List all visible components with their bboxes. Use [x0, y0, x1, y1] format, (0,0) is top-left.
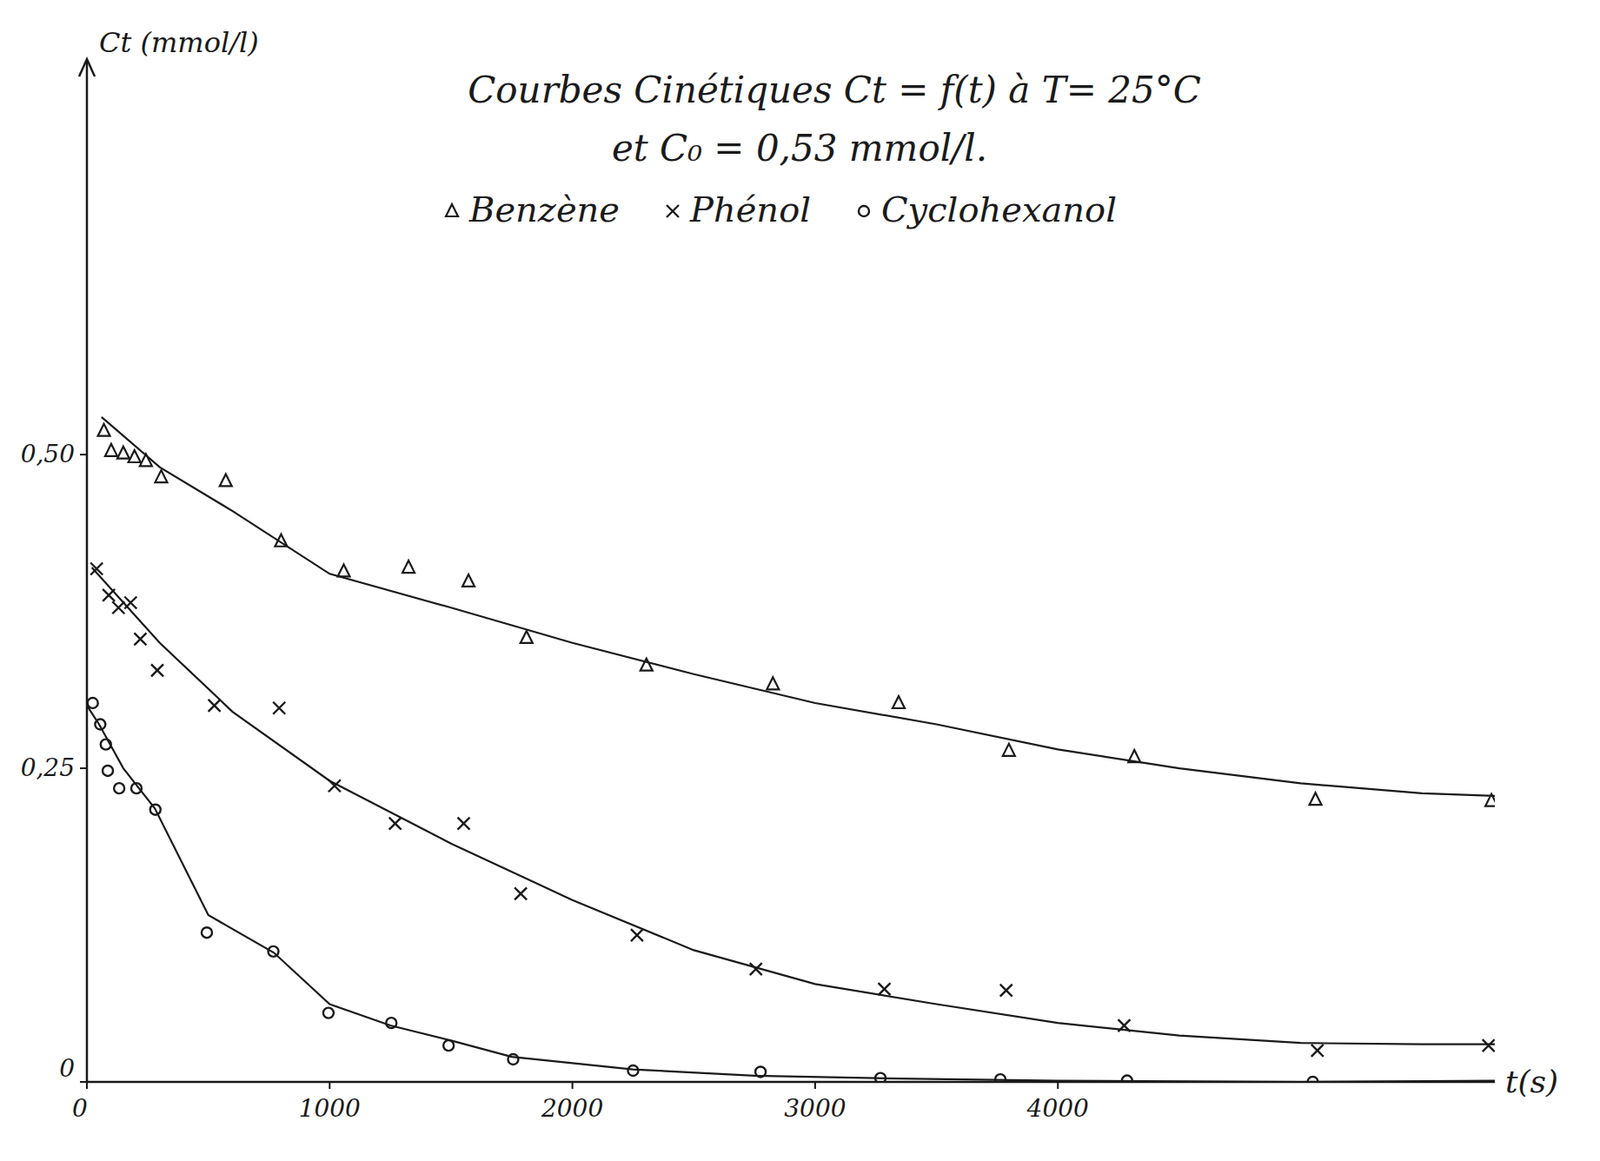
data-point [1117, 1019, 1130, 1032]
data-point [151, 663, 164, 677]
data-point [1121, 1075, 1133, 1083]
data-point [113, 783, 125, 794]
data-point [338, 564, 351, 577]
data-point [389, 817, 402, 830]
data-point [1309, 792, 1322, 805]
x-tick-label: 1000 [298, 1094, 361, 1123]
data-point [520, 630, 533, 644]
data-point [1311, 1044, 1324, 1057]
data-point [154, 470, 167, 483]
data-point [1000, 984, 1013, 997]
title: Courbes Cinétiques Ct = f(t) à T= 25°C [467, 68, 1202, 112]
data-point [766, 677, 779, 690]
legend-label: Cyclohexanol [881, 189, 1117, 230]
data-point [102, 765, 113, 777]
data-point [100, 739, 112, 751]
data-point [131, 783, 142, 794]
x-tick-label: 2000 [540, 1094, 604, 1123]
data-point [94, 719, 106, 731]
data-point [462, 574, 475, 587]
data-point [124, 596, 137, 609]
y-axis-title: Ct (mmol/l) [99, 26, 259, 60]
x-tick-label: 4000 [1026, 1094, 1089, 1123]
x-tick [814, 1082, 817, 1089]
plot-area [86, 417, 1495, 1083]
data-point [150, 804, 161, 816]
y-tick [79, 1081, 87, 1083]
x-tick-label: 0 [72, 1094, 88, 1123]
data-point [1485, 794, 1495, 807]
y-tick-label: 0,25 [20, 753, 75, 783]
data-point [219, 473, 233, 486]
data-point [98, 424, 111, 437]
x-tick [571, 1082, 574, 1089]
data-point [640, 658, 653, 671]
data-point [402, 560, 415, 573]
legend-marker [445, 204, 459, 217]
data-point [90, 563, 103, 576]
x-tick-label: 3000 [783, 1094, 846, 1123]
data-point [892, 696, 905, 709]
legend-label: Benzène [468, 189, 620, 230]
fit-curve [101, 417, 1495, 797]
fit-curve [92, 567, 1495, 1045]
data-point [1307, 1076, 1319, 1083]
y-tick [79, 453, 87, 456]
data-point [117, 446, 130, 459]
data-point [323, 1008, 334, 1019]
y-tick-label: 0,50 [20, 439, 75, 469]
subtitle: et C₀ = 0,53 mmol/l. [611, 126, 988, 170]
legend: Benzène Phénol Cyclohexanol [445, 189, 1117, 230]
data-point [1002, 743, 1016, 757]
data-point [272, 702, 286, 715]
data-point [87, 697, 99, 709]
data-point [112, 601, 125, 614]
data-point [385, 1017, 397, 1029]
data-point [507, 1054, 518, 1065]
data-point [274, 534, 287, 547]
x-axis-title: t(s) [1505, 1063, 1559, 1100]
data-point [443, 1040, 454, 1051]
x-tick [86, 1082, 88, 1089]
y-axis [86, 60, 89, 1083]
data-point [139, 453, 153, 466]
data-point [875, 1073, 886, 1083]
data-point [1482, 1039, 1495, 1052]
legend-marker [666, 205, 679, 218]
data-point [128, 450, 141, 463]
data-point [630, 929, 644, 942]
x-tick [328, 1082, 331, 1089]
data-point [627, 1065, 638, 1076]
data-point [208, 699, 221, 712]
data-point [457, 817, 470, 830]
data-point [105, 444, 118, 457]
data-point [514, 887, 527, 900]
legend-marker [858, 205, 870, 217]
data-point [1128, 750, 1141, 763]
data-point [102, 589, 115, 602]
data-point [750, 962, 763, 976]
y-axis-arrow [79, 59, 95, 77]
y-tick [79, 767, 87, 770]
y-tick-label: 0 [59, 1054, 75, 1083]
legend-label: Phénol [689, 189, 811, 230]
data-point [328, 779, 341, 792]
fit-curve [86, 705, 1495, 1083]
data-point [995, 1074, 1006, 1083]
data-point [133, 632, 147, 645]
data-point [268, 946, 279, 957]
x-tick [1056, 1082, 1059, 1089]
data-point [201, 927, 213, 938]
data-point [878, 982, 891, 996]
chart: 0 1000 2000 3000 4000 0 0,25 0,50 Ct (mmol/l) t(s… [0, 0, 1600, 1161]
data-point [755, 1066, 766, 1077]
